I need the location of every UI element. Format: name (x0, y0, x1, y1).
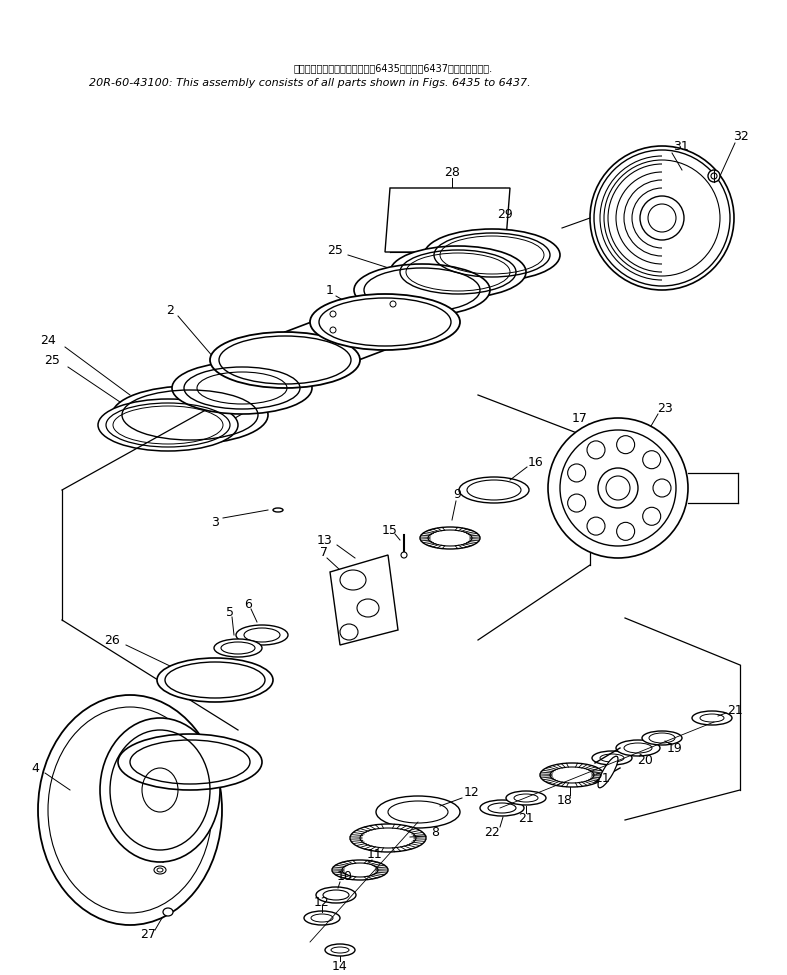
Text: 13: 13 (317, 533, 333, 547)
Ellipse shape (316, 887, 356, 903)
Ellipse shape (100, 718, 220, 862)
Ellipse shape (640, 196, 684, 240)
Text: 32: 32 (733, 131, 749, 143)
Text: 2: 2 (166, 303, 174, 317)
Ellipse shape (617, 436, 634, 453)
Ellipse shape (598, 468, 638, 508)
Ellipse shape (420, 527, 480, 549)
Ellipse shape (154, 866, 166, 874)
Ellipse shape (616, 740, 660, 756)
Text: 18: 18 (557, 794, 573, 806)
Text: 3: 3 (211, 516, 219, 528)
Text: 14: 14 (332, 959, 348, 972)
Text: 22: 22 (484, 826, 500, 838)
Ellipse shape (642, 731, 682, 745)
Ellipse shape (172, 362, 312, 414)
Ellipse shape (304, 911, 340, 925)
Ellipse shape (236, 625, 288, 645)
Text: 20R-60-43100: This assembly consists of all parts shown in Figs. 6435 to 6437.: 20R-60-43100: This assembly consists of … (89, 78, 530, 88)
Ellipse shape (590, 146, 734, 290)
Ellipse shape (376, 796, 460, 828)
Ellipse shape (401, 552, 407, 558)
Ellipse shape (653, 479, 671, 497)
Text: 26: 26 (104, 634, 120, 646)
Text: このアセンブリの構成部品は第6435図から第6437図まで含みます.: このアセンブリの構成部品は第6435図から第6437図まで含みます. (294, 63, 493, 73)
Text: 12: 12 (464, 787, 480, 800)
Ellipse shape (354, 264, 490, 316)
Text: 19: 19 (667, 742, 683, 755)
Ellipse shape (340, 570, 366, 590)
Text: 9: 9 (453, 488, 461, 501)
Ellipse shape (210, 332, 360, 388)
Text: 8: 8 (431, 826, 439, 838)
Text: 16: 16 (528, 455, 544, 469)
Ellipse shape (118, 734, 262, 790)
Ellipse shape (325, 944, 355, 956)
Text: 15: 15 (382, 524, 398, 536)
Text: 17: 17 (572, 411, 588, 424)
Ellipse shape (98, 399, 238, 451)
Text: 6: 6 (244, 598, 252, 610)
Text: 20: 20 (637, 754, 653, 766)
Ellipse shape (643, 450, 661, 469)
Text: 31: 31 (673, 140, 689, 153)
Ellipse shape (567, 464, 586, 482)
Text: 12: 12 (314, 895, 330, 909)
Ellipse shape (332, 860, 388, 880)
Text: 21: 21 (727, 704, 743, 717)
Ellipse shape (112, 386, 268, 444)
Ellipse shape (692, 711, 732, 725)
Ellipse shape (214, 639, 262, 657)
Text: 29: 29 (497, 209, 513, 221)
Ellipse shape (459, 477, 529, 503)
Text: 11: 11 (367, 848, 382, 862)
Ellipse shape (587, 441, 605, 459)
Text: 5: 5 (226, 605, 234, 618)
Ellipse shape (157, 658, 273, 702)
Text: 10: 10 (337, 871, 353, 883)
Text: 24: 24 (40, 333, 56, 346)
Ellipse shape (592, 751, 632, 765)
Ellipse shape (310, 294, 460, 350)
Ellipse shape (548, 418, 688, 558)
Ellipse shape (567, 494, 586, 512)
Text: 27: 27 (140, 928, 156, 942)
Ellipse shape (163, 908, 173, 916)
Text: 21: 21 (594, 771, 610, 785)
Text: 28: 28 (444, 167, 460, 179)
Ellipse shape (506, 791, 546, 805)
Text: 7: 7 (320, 547, 328, 560)
Ellipse shape (424, 229, 560, 281)
Ellipse shape (390, 246, 526, 298)
Text: 25: 25 (327, 244, 343, 256)
Text: 21: 21 (518, 811, 534, 825)
Polygon shape (330, 555, 398, 645)
Ellipse shape (540, 763, 604, 787)
Ellipse shape (340, 624, 358, 640)
Ellipse shape (480, 800, 524, 816)
Ellipse shape (350, 824, 426, 852)
Ellipse shape (643, 507, 661, 526)
Text: 4: 4 (31, 761, 39, 774)
Ellipse shape (357, 599, 379, 617)
Ellipse shape (587, 517, 605, 535)
Text: 23: 23 (657, 402, 673, 414)
Text: 25: 25 (44, 354, 60, 367)
Ellipse shape (708, 170, 720, 182)
Polygon shape (385, 188, 510, 252)
Ellipse shape (598, 757, 618, 788)
Text: 1: 1 (326, 284, 334, 296)
Ellipse shape (617, 523, 634, 540)
